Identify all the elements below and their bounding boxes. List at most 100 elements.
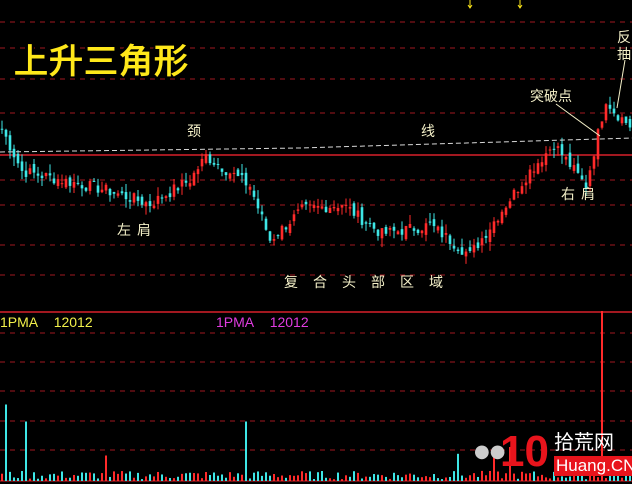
legend-value: 12012 [269, 314, 309, 330]
volume-bar [249, 478, 251, 481]
candle-body [420, 230, 424, 234]
candle-body [584, 182, 588, 189]
candle-body [340, 205, 344, 208]
candle-body [80, 185, 84, 189]
volume-bar [245, 421, 247, 481]
volume-bar [565, 477, 567, 481]
candle-body [184, 180, 188, 183]
volume-bar [173, 478, 175, 481]
candle-body [128, 200, 132, 202]
candle-body [496, 220, 500, 223]
watermark: ●● 10 拾荒网 Huang.CN [474, 428, 632, 480]
candle-body [424, 223, 428, 235]
pullback-pointer [616, 59, 626, 109]
volume-bar [101, 473, 103, 481]
candle-body [108, 188, 112, 196]
volume-bar [45, 478, 47, 481]
candle-body [576, 163, 580, 173]
neckline-label-1: 颈 [187, 124, 203, 140]
candle-body [228, 173, 232, 179]
volume-bar [29, 478, 31, 481]
candle-body [356, 210, 360, 217]
volume-bar [241, 474, 243, 481]
legend-item-2: 1PMA 12012 [216, 314, 309, 330]
volume-bar [177, 476, 179, 481]
candle-body [100, 189, 104, 193]
candle-body [232, 172, 236, 175]
volume-bar [225, 477, 227, 481]
watermark-domain: Huang.CN [554, 456, 632, 476]
volume-bar [185, 473, 187, 481]
volume-bar [557, 477, 559, 481]
volume-bar [233, 476, 235, 481]
candle-body [264, 218, 268, 230]
volume-bar [517, 478, 519, 481]
volume-bar [577, 471, 579, 481]
candle-body [172, 184, 176, 197]
volume-bar [121, 471, 123, 481]
candle-body [52, 178, 56, 184]
volume-bar [161, 474, 163, 481]
candle-body [28, 168, 32, 174]
candle-body [256, 198, 260, 209]
volume-bar [437, 478, 439, 481]
candle-body [280, 225, 284, 240]
volume-bar [65, 477, 67, 481]
volume-bar [389, 478, 391, 481]
volume-bar [269, 475, 271, 481]
candle-body [120, 191, 124, 194]
candle-body [192, 172, 196, 186]
candle-body [16, 153, 20, 164]
candle-body [484, 235, 488, 238]
candle-body [348, 207, 352, 209]
candle-body [404, 225, 408, 240]
candle-body [92, 180, 96, 182]
volume-bar [201, 478, 203, 481]
volume-bar [361, 478, 363, 481]
volume-bar [601, 311, 603, 481]
candle-body [504, 207, 508, 215]
candle-body [528, 169, 532, 184]
volume-bar [373, 474, 375, 481]
volume-bar [365, 476, 367, 481]
volume-bar [69, 477, 71, 481]
volume-bar [25, 421, 27, 481]
breakout-pointer [555, 103, 601, 137]
volume-bar [109, 476, 111, 481]
candle-body [436, 226, 440, 231]
candle-body [84, 187, 88, 191]
candle-body [132, 193, 136, 203]
candle-body [224, 172, 228, 176]
volume-bar [433, 474, 435, 481]
candle-body [408, 223, 412, 228]
legend-value: 12012 [53, 314, 93, 330]
volume-bar [453, 471, 455, 481]
candle-body [628, 118, 632, 128]
volume-bar [301, 471, 303, 481]
volume-bar [13, 477, 15, 481]
volume-bar [409, 473, 411, 481]
legend-item-1: 1PMA 12012 [0, 314, 93, 330]
candle-body [324, 206, 328, 213]
candle-body [376, 229, 380, 236]
volume-bar [445, 477, 447, 481]
volume-bar [129, 471, 131, 481]
volume-bar [469, 475, 471, 481]
volume-bar [345, 475, 347, 481]
volume-bar [85, 472, 87, 481]
candle-body [508, 201, 512, 208]
candle-body [112, 192, 116, 194]
volume-bar [277, 477, 279, 481]
volume-bar [261, 475, 263, 481]
candle-body [580, 175, 584, 180]
volume-bar [5, 404, 7, 481]
volume-bar [17, 478, 19, 481]
candle-body [500, 211, 504, 224]
candle-body [416, 229, 420, 233]
volume-bar [569, 476, 571, 481]
candle-body [524, 182, 528, 186]
volume-bar [305, 473, 307, 481]
candle-body [8, 135, 12, 151]
candle-body [236, 169, 240, 177]
volume-bar [89, 472, 91, 481]
